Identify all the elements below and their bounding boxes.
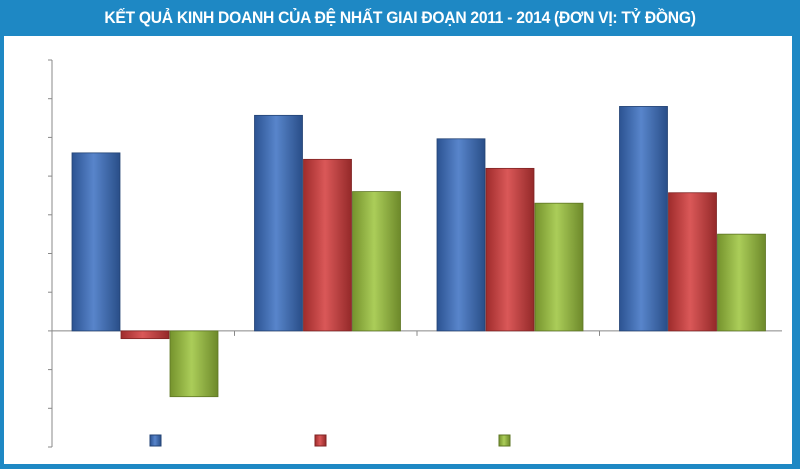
bar-doanh-thu-2014 <box>619 106 668 332</box>
bar-lnst-cổ-đông-mẹ-2014 <box>717 233 766 332</box>
bar-lnst-cổ-đông-mẹ-2012 <box>352 191 401 332</box>
legend-swatch-icon <box>149 434 162 447</box>
plot-panel <box>4 36 792 464</box>
legend-swatch-icon <box>314 434 327 447</box>
bar-lnst-cổ-đông-mẹ-2011 <box>169 330 219 398</box>
bar-doanh-thu-2013 <box>436 138 486 332</box>
bar-doanh-thu-2011 <box>71 152 121 332</box>
bar-lợi-nhuận-gộp-2011 <box>120 330 170 340</box>
bar-chart <box>48 59 782 448</box>
legend-swatch-icon <box>498 434 511 447</box>
bar-lợi-nhuận-gộp-2013 <box>485 167 535 332</box>
bar-lợi-nhuận-gộp-2012 <box>303 158 352 332</box>
bar-doanh-thu-2012 <box>254 114 303 332</box>
bar-lnst-cổ-đông-mẹ-2013 <box>534 202 584 332</box>
bar-lợi-nhuận-gộp-2014 <box>668 192 717 332</box>
chart-title: KẾT QUẢ KINH DOANH CỦA ĐỆ NHẤT GIAI ĐOẠN… <box>104 8 696 27</box>
